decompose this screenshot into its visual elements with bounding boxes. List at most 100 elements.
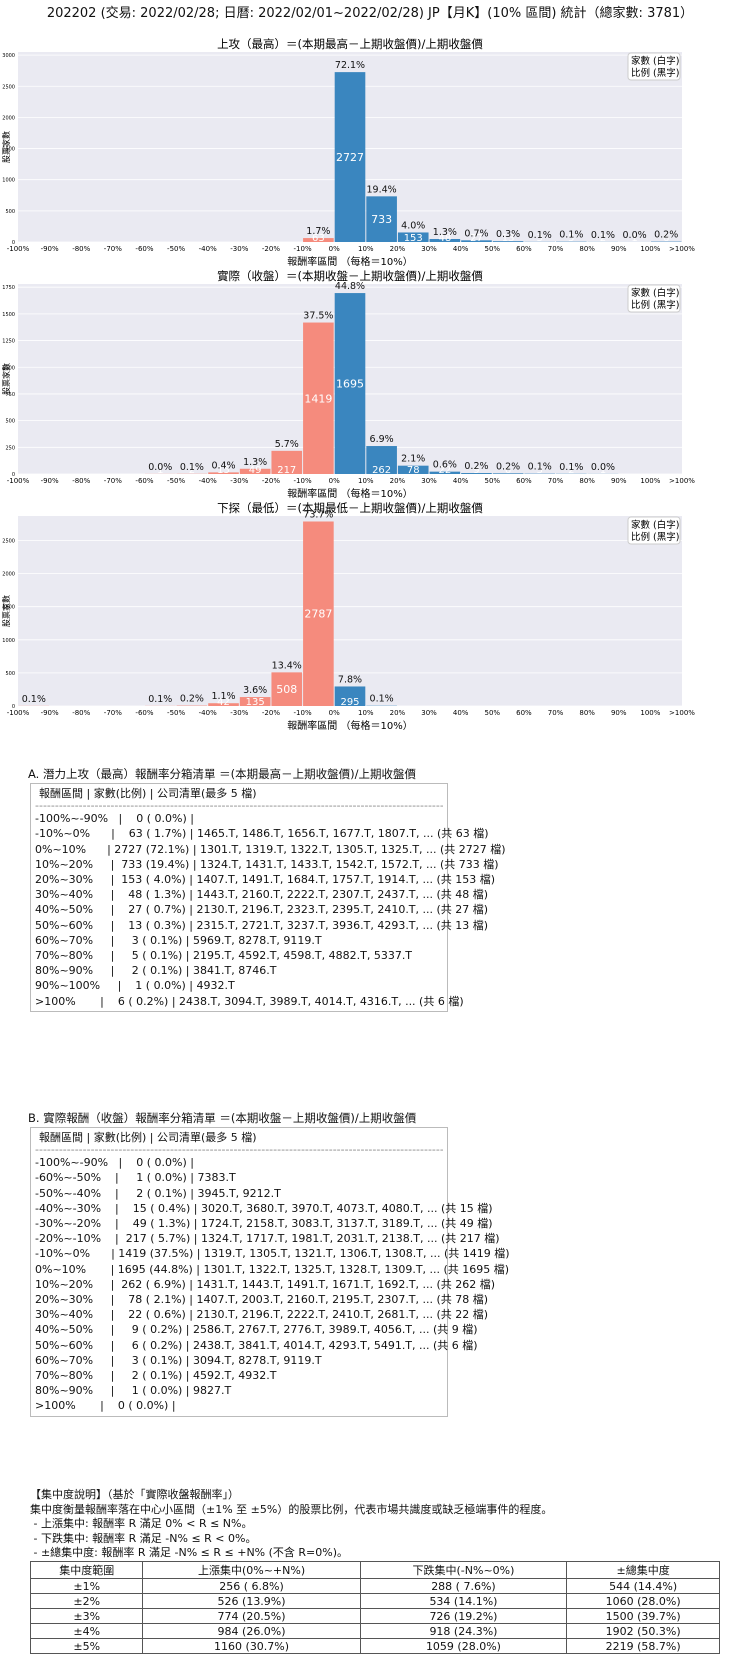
x-tick-label: 40%: [453, 245, 469, 253]
bar-count-label: 2: [568, 465, 574, 476]
x-tick-label: >100%: [669, 709, 695, 717]
list-row: 30%~40% | 48 ( 1.3%) | 1443.T, 2160.T, 2…: [35, 888, 489, 902]
list-row: >100% | 0 ( 0.0%) |: [35, 1399, 176, 1413]
list-row: >100% | 6 ( 0.2%) | 2438.T, 3094.T, 3989…: [35, 994, 464, 1008]
list-row: 70%~80% | 5 ( 0.1%) | 2195.T, 4592.T, 45…: [35, 949, 413, 963]
x-tick-label: 100%: [640, 245, 660, 253]
table-cell: 1160 (30.7%): [142, 1638, 361, 1654]
x-tick-label: -90%: [41, 709, 59, 717]
table-cell: 726 (19.2%): [359, 1608, 568, 1624]
bar-pct-label: 1.1%: [211, 691, 235, 702]
bar-count-label: 2: [189, 465, 195, 476]
bar: [461, 240, 492, 242]
bar: [303, 322, 334, 474]
bar-pct-label: 0.0%: [591, 462, 615, 473]
bar-pct-label: 0.2%: [464, 461, 488, 472]
x-tick-label: -60%: [135, 709, 153, 717]
x-tick-label: 50%: [485, 477, 501, 485]
y-tick-label: 0: [12, 240, 15, 246]
bar-pct-label: 0.7%: [464, 228, 488, 239]
x-tick-label: 0%: [329, 245, 340, 253]
list-row: -100%~-90% | 0 ( 0.0%) |: [35, 1156, 194, 1170]
x-tick-label: -30%: [230, 245, 248, 253]
list-row: 0%~10% | 2727 (72.1%) | 1301.T, 1319.T, …: [35, 842, 506, 856]
bar-count-label: 1: [600, 465, 606, 476]
y-tick-label: 250: [5, 445, 15, 451]
bar-count-label: 135: [246, 697, 265, 708]
bar-pct-label: 0.2%: [654, 230, 678, 241]
bar: [429, 471, 461, 474]
y-tick-label: 1750: [2, 285, 15, 291]
list-row: -40%~-30% | 15 ( 0.4%) | 3020.T, 3680.T,…: [35, 1201, 493, 1215]
y-tick-label: 500: [5, 671, 15, 677]
x-tick-label: -70%: [104, 477, 122, 485]
bar-count-label: 6: [505, 465, 511, 476]
bar: [208, 703, 239, 706]
bar-count-label: 22: [438, 465, 451, 476]
bar-count-label: 3: [537, 465, 543, 476]
table-row: ±5% 1160 (30.7%) 1059 (28.0%) 2219 (58.7%): [29, 1638, 720, 1654]
table-cell: 288 ( 7.6%): [359, 1578, 568, 1594]
bar-pct-label: 1.7%: [306, 226, 330, 237]
table-cell: ±3%: [29, 1608, 144, 1624]
x-tick-label: 30%: [421, 245, 437, 253]
bar-pct-label: 0.0%: [623, 230, 647, 241]
list-row: 10%~20% | 733 (19.4%) | 1324.T, 1431.T, …: [35, 857, 499, 871]
legend: 家數 (白字)比例 (黑字): [627, 52, 681, 81]
concentration-header-cell: 集中度範圍: [29, 1561, 144, 1579]
bar-pct-label: 19.4%: [367, 184, 397, 195]
bar: [366, 446, 397, 474]
concentration-note-line: - ±總集中度: 報酬率 R 滿足 -N% ≤ R ≤ +N% (不含 R=0%…: [30, 1546, 349, 1559]
x-tick-label: 70%: [548, 477, 564, 485]
list-row: 0%~10% | 1695 (44.8%) | 1301.T, 1322.T, …: [35, 1262, 510, 1276]
x-tick-label: -10%: [294, 709, 312, 717]
bar-count-label: 1419: [304, 392, 332, 405]
list-a-rows: -100%~-90% | 0 ( 0.0%) | -10%~0% | 63 ( 1…: [35, 811, 506, 1009]
x-tick-label: 0%: [329, 709, 340, 717]
bar-pct-label: 0.3%: [496, 229, 520, 240]
concentration-table: 集中度範圍 上漲集中(0%~+N%) 下跌集中(-N%~0%) ±總集中度 ±1% 25…: [29, 1561, 720, 1654]
x-axis-label: 報酬率區間 （每格＝10%）: [287, 719, 412, 732]
table-cell: ±2%: [29, 1593, 144, 1609]
y-tick-label: 0: [12, 472, 15, 478]
concentration-header-cell: 上漲集中(0%~+N%): [142, 1561, 361, 1579]
table-cell: 534 (14.1%): [359, 1593, 568, 1609]
concentration-notes: 【集中度說明】（基於「實際收盤報酬率」） 集中度衡量報酬率落在中心小區間（±1% …: [30, 1488, 552, 1561]
y-tick-label: 750: [5, 392, 15, 398]
x-tick-label: -70%: [104, 709, 122, 717]
x-tick-label: -30%: [230, 709, 248, 717]
bar-pct-label: 6.9%: [370, 434, 394, 445]
bar: [334, 686, 366, 706]
table-cell: 1060 (28.0%): [566, 1593, 720, 1609]
x-tick-label: 20%: [390, 709, 406, 717]
list-row: -50%~-40% | 2 ( 0.1%) | 3945.T, 9212.T: [35, 1186, 281, 1200]
x-tick-label: 70%: [548, 245, 564, 253]
y-tick-label: 2500: [2, 538, 15, 544]
bar-count-label: 5: [568, 233, 574, 244]
y-tick-label: 1000: [2, 365, 15, 371]
table-cell: ±4%: [29, 1623, 144, 1639]
list-a-header: 報酬區間 | 家數(比例) | 公司清單(最多 5 檔): [39, 787, 257, 800]
bar-count-label: 153: [404, 233, 423, 244]
bar-count-label: 15: [217, 465, 230, 476]
bar: [303, 521, 334, 706]
x-tick-label: -50%: [167, 245, 185, 253]
y-axis-label: 股票家數: [1, 131, 11, 163]
x-tick-label: -90%: [41, 477, 59, 485]
bar-count-label: 217: [277, 465, 296, 476]
page-title: 202202 (交易: 2022/02/28; 日曆: 2022/02/01~2…: [46, 6, 694, 21]
table-cell: 526 (13.9%): [142, 1593, 361, 1609]
bar-count-label: 733: [371, 213, 392, 226]
bar-count-label: 42: [217, 697, 230, 708]
legend-box: [627, 52, 681, 81]
list-row: 90%~100% | 1 ( 0.0%) | 4932.T: [35, 979, 235, 993]
bar-count-label: 1695: [336, 378, 364, 391]
y-tick-label: 500: [5, 209, 15, 215]
bar-pct-label: 0.1%: [148, 694, 172, 705]
bar-pct-label: 0.2%: [180, 694, 204, 705]
bar-pct-label: 0.1%: [591, 230, 615, 241]
bar-count-label: 6: [663, 233, 669, 244]
bar-pct-label: 72.1%: [335, 60, 365, 71]
x-tick-label: 10%: [358, 477, 374, 485]
bar: [239, 697, 271, 706]
